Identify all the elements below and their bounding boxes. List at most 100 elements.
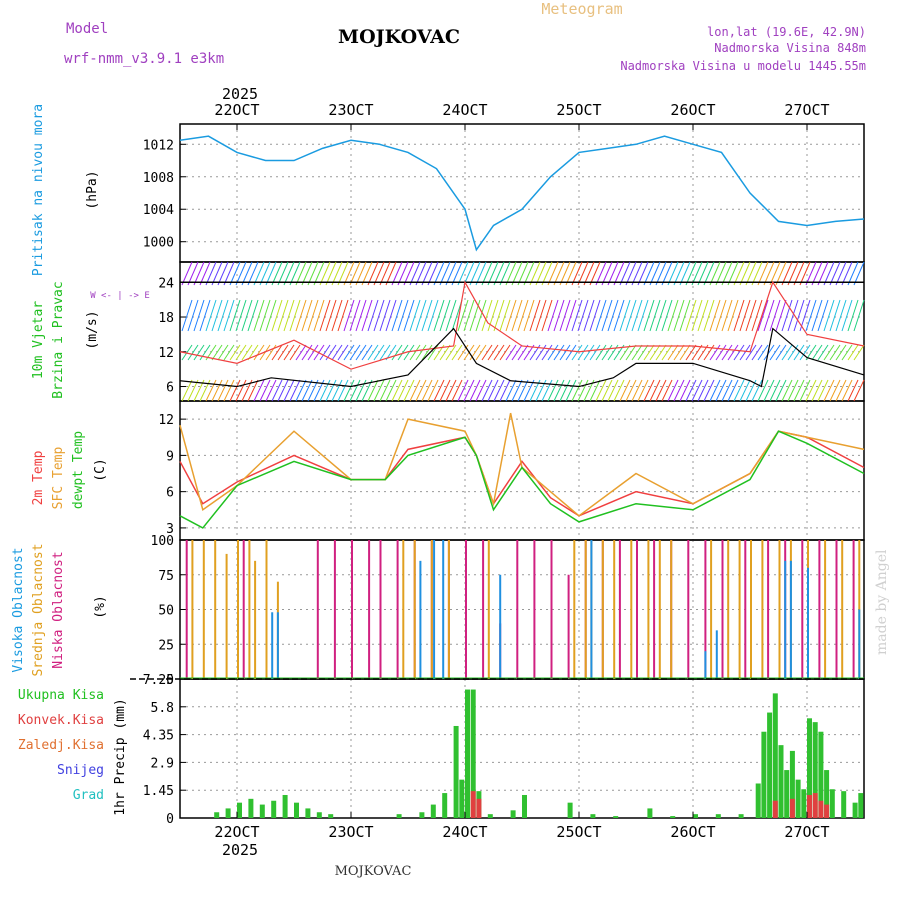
wind-barb — [733, 299, 745, 332]
wind-barb — [589, 344, 601, 361]
wind-barb — [763, 379, 775, 402]
wind-barb — [325, 261, 337, 286]
wind-barb — [703, 261, 715, 286]
cloud-mid-bar — [658, 540, 661, 679]
y-tick-label: 6 — [166, 381, 174, 396]
wind-barb — [613, 261, 625, 286]
wind-barb — [313, 299, 325, 332]
wind-barb — [727, 261, 739, 286]
wind-barb — [445, 379, 457, 402]
wind-barb — [229, 261, 241, 286]
wind-barb — [409, 261, 421, 286]
x-tick-label-bottom: 27OCT — [784, 823, 829, 841]
precip-convective-bar — [789, 798, 795, 818]
wind-barb — [235, 299, 247, 332]
wind-barb — [421, 261, 433, 286]
cloud-mid-bar — [824, 540, 827, 679]
wind-barb — [643, 261, 655, 286]
wind-barb — [643, 344, 655, 361]
wind-barb — [283, 261, 295, 286]
wind-barb — [655, 379, 667, 402]
cloud-low-bar — [636, 540, 638, 679]
wind-barb — [817, 344, 829, 361]
wind-barb — [457, 379, 469, 402]
wind-barb — [841, 344, 853, 361]
wind-barb — [691, 379, 703, 402]
y-tick-label: 1.45 — [143, 784, 174, 799]
wind-barb — [547, 344, 559, 361]
wind-barb — [247, 261, 259, 286]
wind-barb — [301, 344, 313, 361]
wind-barb — [319, 299, 331, 332]
wind-barb — [727, 299, 739, 332]
wind-barb — [787, 299, 799, 332]
x-tick-label-bottom: 24OCT — [442, 823, 487, 841]
wind-barb — [205, 379, 217, 402]
wind-barb — [439, 379, 451, 402]
wind-barb — [505, 344, 517, 361]
cloud-low-bar — [550, 540, 553, 679]
precip-total-bar — [795, 779, 801, 818]
cloud-mid-bar — [413, 540, 416, 679]
cloud-mid-bar — [710, 540, 713, 679]
wind-barb — [727, 379, 739, 402]
wind-barb — [679, 299, 691, 332]
wind-barb — [499, 379, 511, 402]
cloud-low-bar — [687, 540, 690, 679]
wind-barb — [199, 344, 211, 361]
x-tick-label-top: 27OCT — [784, 101, 829, 119]
wind-barb — [481, 299, 493, 332]
wind-barb — [661, 344, 673, 361]
wind-barb — [685, 344, 697, 361]
wind-barb — [823, 379, 835, 402]
wind-barb — [181, 261, 193, 286]
model-name: wrf-nmm_v3.9.1 e3km — [64, 51, 224, 67]
precip-convective-bar — [476, 798, 482, 818]
wind-barb — [499, 344, 511, 361]
precip-total-bar — [824, 770, 830, 818]
wind-barb — [733, 344, 745, 361]
wind-barb — [307, 299, 319, 332]
wind-barb — [295, 344, 307, 361]
y-tick-label: 3 — [166, 522, 174, 537]
y-tick-label: 5.8 — [151, 701, 174, 716]
x-tick-label-bottom: 23OCT — [328, 823, 373, 841]
wind-barb — [517, 299, 529, 332]
wind-barb — [181, 344, 193, 361]
wind-barb — [259, 299, 271, 332]
precip-total-bar — [818, 731, 824, 818]
wind-barb — [463, 379, 475, 402]
wind-barb — [409, 379, 421, 402]
wind-barb — [781, 261, 793, 286]
wind-barb — [667, 379, 679, 402]
wind-barb — [487, 344, 499, 361]
wind-barb — [613, 299, 625, 332]
wind-barb — [847, 299, 859, 332]
wind-barb — [421, 379, 433, 402]
wind-barb — [229, 344, 241, 361]
wind-barb — [385, 261, 397, 286]
temp-dewpt-line — [179, 430, 865, 529]
wind-barb — [757, 379, 769, 402]
legend-total-rain: Ukupna Kisa — [18, 688, 104, 703]
wind-barb — [277, 379, 289, 402]
wind-barb — [595, 261, 607, 286]
cloud-mid-bar — [584, 540, 587, 679]
wind-barb — [511, 261, 523, 286]
wind-barb — [523, 299, 535, 332]
wind-barb — [721, 299, 733, 332]
wind-barb — [673, 379, 685, 402]
wind-barb — [847, 344, 859, 361]
precip-total-bar — [396, 814, 402, 818]
y-tick-label: 50 — [158, 604, 174, 619]
wind-barb — [415, 379, 427, 402]
wind-barb — [721, 261, 733, 286]
cloud-low-bar — [767, 540, 770, 679]
wind-barb — [811, 261, 823, 286]
wind-barb — [229, 379, 241, 402]
model-elevation-label: Nadmorska Visina u modelu 1445.55m — [620, 59, 866, 73]
precip-convective-bar — [807, 794, 812, 818]
wind-barb — [769, 344, 781, 361]
cloud-low-bar — [835, 540, 838, 679]
wind-barb — [235, 344, 247, 361]
